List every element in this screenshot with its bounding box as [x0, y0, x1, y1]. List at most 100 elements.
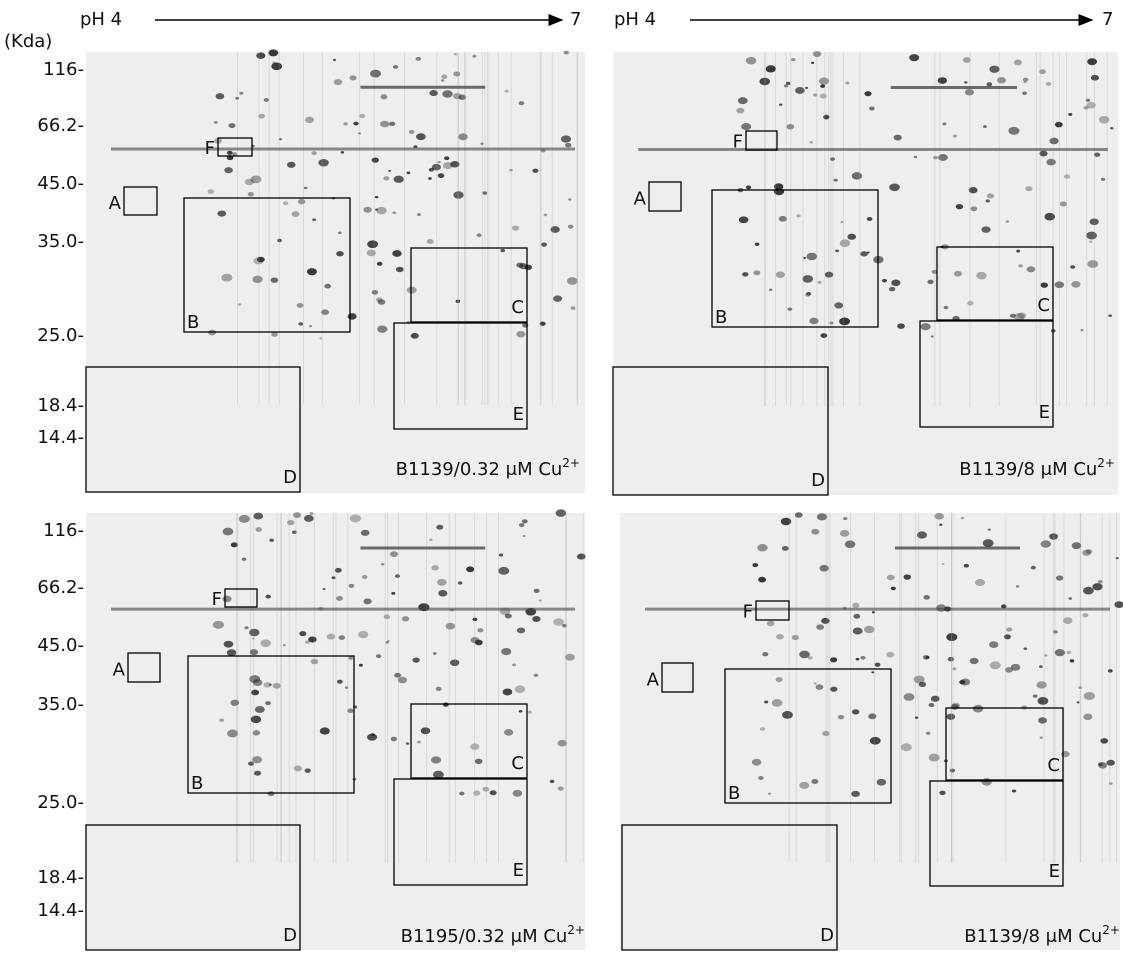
- gel-spot: [362, 575, 368, 579]
- gel-spot: [336, 251, 343, 256]
- gel-spot: [820, 333, 827, 338]
- gel-spot: [889, 287, 895, 292]
- gel-spot: [1006, 627, 1012, 631]
- gel-spot: [269, 684, 272, 686]
- gel-spot: [571, 306, 576, 309]
- mw-label: 18.4-: [37, 867, 84, 888]
- ph-end: 7: [1102, 9, 1113, 30]
- gel-spot: [990, 661, 1001, 669]
- gel-spot: [986, 199, 990, 202]
- gel-spot: [304, 187, 308, 190]
- gel-spot: [458, 581, 463, 584]
- gel-spot: [838, 715, 844, 720]
- gel-spot: [337, 680, 343, 684]
- caption-text: B1139/8 μM Cu: [964, 926, 1102, 947]
- gel-spot: [251, 690, 259, 696]
- gel-spot: [871, 671, 874, 673]
- gel-spot: [501, 648, 511, 655]
- gel-spot: [338, 231, 342, 234]
- caption-superscript: 2+: [1102, 923, 1120, 937]
- gel-spot: [988, 528, 991, 530]
- gel-spot: [253, 679, 263, 686]
- gel-spot: [550, 780, 555, 783]
- gel-spot: [942, 563, 945, 565]
- gel-spot: [903, 574, 911, 579]
- gel-spot: [1086, 232, 1097, 240]
- gel-spot: [852, 603, 859, 608]
- gel-spot: [1018, 264, 1023, 267]
- gel-spot: [944, 306, 949, 309]
- gel-spot: [380, 121, 389, 128]
- gel-spot: [503, 689, 513, 696]
- region-label: D: [811, 470, 825, 491]
- gel-spot: [840, 239, 851, 247]
- gel-spot: [245, 179, 254, 186]
- gel-spot: [852, 709, 859, 714]
- gel-spot: [441, 75, 447, 79]
- gel-spot: [845, 540, 856, 548]
- region-label: E: [513, 404, 524, 425]
- gel-spot: [383, 176, 389, 180]
- gel-spot: [396, 267, 404, 272]
- region-label: A: [109, 193, 122, 214]
- gel-spot: [736, 108, 744, 114]
- gel-spot: [779, 103, 782, 105]
- mw-label: 116-: [43, 520, 84, 541]
- gel-spot: [407, 287, 417, 294]
- gel-spot: [1037, 697, 1048, 705]
- gel-spot: [942, 122, 946, 125]
- gel-spot: [532, 616, 540, 622]
- mw-label: 45.0-: [37, 173, 84, 194]
- gel-spot: [436, 525, 443, 530]
- gel-spot: [438, 590, 447, 597]
- gel-spot: [475, 640, 483, 646]
- gel-spot: [381, 94, 388, 99]
- gel-spot: [377, 262, 383, 266]
- gel-spot: [363, 207, 371, 213]
- region-label: C: [511, 753, 524, 774]
- gel-spot: [375, 208, 378, 210]
- region-label: A: [647, 669, 660, 690]
- gel-spot: [244, 626, 248, 629]
- mw-label: 18.4-: [37, 395, 84, 416]
- gel-spot: [453, 71, 460, 76]
- gel-spot: [512, 663, 516, 666]
- gel-spot: [248, 192, 254, 197]
- gel-spot: [983, 539, 994, 547]
- mw-label: 25.0-: [37, 325, 84, 346]
- gel-spot: [513, 790, 523, 797]
- gel-spot: [428, 177, 432, 180]
- gel-spot: [227, 649, 237, 656]
- gel-spot: [814, 683, 817, 685]
- gel-spot: [349, 584, 355, 588]
- gel-spot: [477, 628, 483, 632]
- gel-spot: [305, 117, 314, 123]
- gel-spot: [264, 98, 269, 102]
- gel-spot: [256, 52, 265, 58]
- gel-spot: [1099, 116, 1109, 123]
- gel-spot: [504, 729, 513, 736]
- gel-spot: [882, 279, 887, 283]
- gel-spot: [260, 639, 271, 647]
- gel-spot: [254, 771, 261, 776]
- gel-spot: [1040, 736, 1043, 738]
- gel-spot: [416, 57, 422, 61]
- gel-spot: [868, 713, 876, 719]
- gel-spot: [923, 595, 930, 600]
- gel-spot: [741, 123, 751, 130]
- gel-spot: [816, 624, 824, 630]
- gel-spot: [1039, 665, 1043, 668]
- gel-spot: [257, 257, 265, 263]
- gel-spot: [443, 162, 453, 169]
- gel-spot: [1070, 265, 1075, 269]
- gel-spot: [436, 687, 442, 691]
- panel-caption: B1139/8 μM Cu2+: [959, 456, 1115, 481]
- mw-label: 35.0-: [37, 694, 84, 715]
- gel-spot: [1041, 540, 1051, 547]
- gel-spot: [819, 78, 829, 85]
- gel-spot: [839, 318, 850, 326]
- gel-spot: [840, 530, 850, 537]
- gel-spot: [817, 513, 827, 520]
- gel-spot: [987, 193, 994, 198]
- ph-start: pH 4: [614, 9, 656, 30]
